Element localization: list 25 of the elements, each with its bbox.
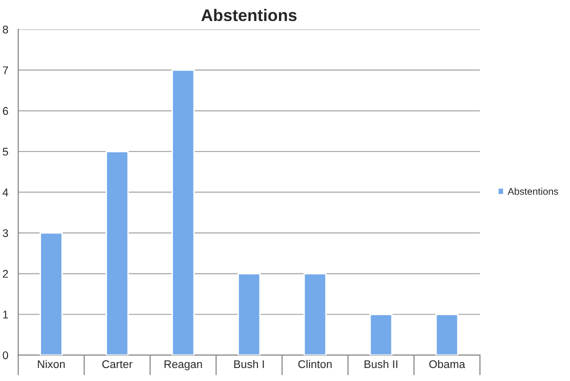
y-tick-label: 7 <box>2 66 8 74</box>
y-tick-label: 6 <box>2 107 8 115</box>
x-tick-label: Reagan <box>164 360 202 370</box>
bar <box>303 272 327 356</box>
legend-label: Abstentions <box>508 188 558 195</box>
x-tick-label: Nixon <box>38 360 65 368</box>
y-tick-label: 2 <box>2 270 8 278</box>
chart-title: Abstentions <box>201 8 297 22</box>
x-tick-label: Bush I <box>234 360 264 368</box>
x-tick-label: Obama <box>429 360 466 368</box>
x-tick-label: Carter <box>102 360 132 368</box>
bar <box>369 314 393 356</box>
x-tick-label: Bush II <box>364 360 398 368</box>
y-tick-label: 8 <box>2 26 8 34</box>
bar <box>238 272 261 356</box>
y-tick-label: 5 <box>2 148 8 156</box>
bar <box>172 69 195 356</box>
y-tick-label: 1 <box>3 310 8 318</box>
bar <box>435 314 459 356</box>
y-tick-label: 0 <box>2 351 8 360</box>
y-tick-label: 3 <box>2 229 8 238</box>
bar <box>40 232 63 356</box>
y-tick-label: 4 <box>2 188 8 196</box>
x-tick-label: Clinton <box>298 360 332 368</box>
bar <box>106 150 129 356</box>
